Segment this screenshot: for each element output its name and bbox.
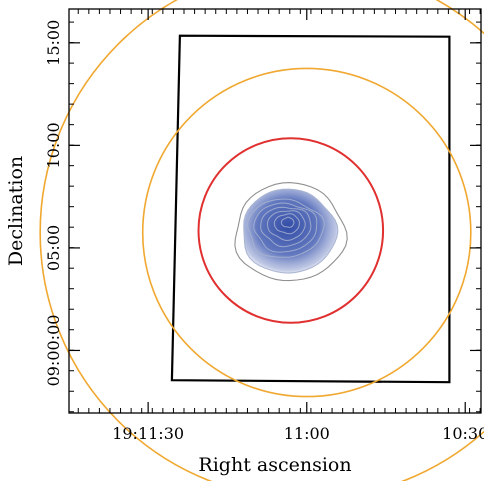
contour-level	[246, 198, 325, 258]
plot-frame	[68, 8, 482, 414]
contour-level	[273, 213, 300, 235]
x-axis-title: Right ascension	[198, 454, 351, 476]
tick-labels: 19:11:30 11:00 10:30 09:00:00 05:00 10:00 15:0…	[44, 20, 484, 443]
y-tick-label: 10:00	[44, 122, 63, 168]
y-tick-label: 15:00	[44, 20, 63, 66]
contour-level	[280, 216, 295, 228]
y-axis-title: Declination	[5, 156, 27, 266]
x-tick-label: 19:11:30	[112, 424, 184, 443]
source-region-circle	[197, 137, 385, 324]
emission-blob	[243, 188, 339, 274]
contour-outer	[234, 182, 348, 282]
outer-background-circle	[39, 0, 484, 481]
field-outline	[170, 34, 451, 384]
plot-area	[39, 0, 484, 481]
x-tick-label: 11:00	[284, 424, 330, 443]
contour-level	[253, 202, 318, 253]
contour-level	[260, 206, 312, 248]
source-contours	[234, 182, 348, 282]
contour-level	[267, 210, 306, 242]
y-tick-label: 09:00:00	[44, 315, 63, 387]
inner-background-circle	[141, 67, 472, 398]
y-tick-label: 05:00	[44, 225, 63, 271]
ticks	[69, 9, 481, 413]
x-tick-label: 10:30	[442, 424, 484, 443]
